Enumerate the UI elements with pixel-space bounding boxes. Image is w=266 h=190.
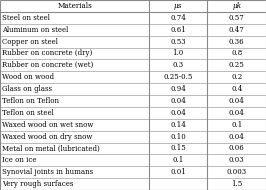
Text: Steel on steel: Steel on steel <box>2 14 50 22</box>
Text: 0.57: 0.57 <box>229 14 245 22</box>
Text: 1.5: 1.5 <box>231 180 242 188</box>
Text: Glass on glass: Glass on glass <box>2 85 52 93</box>
Text: 0.74: 0.74 <box>170 14 186 22</box>
Text: 0.04: 0.04 <box>229 109 245 117</box>
Text: 0.1: 0.1 <box>231 121 242 129</box>
Text: 0.15: 0.15 <box>170 144 186 152</box>
Text: 0.04: 0.04 <box>229 97 245 105</box>
Text: Copper on steel: Copper on steel <box>2 38 58 46</box>
Text: 0.53: 0.53 <box>171 38 186 46</box>
Text: Teflon on steel: Teflon on steel <box>2 109 54 117</box>
Text: 0.94: 0.94 <box>170 85 186 93</box>
Text: 0.3: 0.3 <box>173 61 184 69</box>
Text: 0.04: 0.04 <box>229 133 245 141</box>
Text: 0.25-0.5: 0.25-0.5 <box>164 73 193 81</box>
Text: 1.0: 1.0 <box>173 49 184 57</box>
Text: Metal on metal (lubricated): Metal on metal (lubricated) <box>2 144 100 152</box>
Text: Ice on ice: Ice on ice <box>2 156 37 164</box>
Text: Rubber on concrete (wet): Rubber on concrete (wet) <box>2 61 93 69</box>
Text: Materials: Materials <box>57 2 92 10</box>
Text: 0.1: 0.1 <box>173 156 184 164</box>
Text: Teflon on Teflon: Teflon on Teflon <box>2 97 59 105</box>
Text: 0.01: 0.01 <box>170 168 186 176</box>
Text: 0.03: 0.03 <box>229 156 244 164</box>
Text: Rubber on concrete (dry): Rubber on concrete (dry) <box>2 49 92 57</box>
Text: 0.47: 0.47 <box>229 26 245 34</box>
Text: Aluminum on steel: Aluminum on steel <box>2 26 68 34</box>
Text: 0.8: 0.8 <box>231 49 242 57</box>
Text: 0.06: 0.06 <box>229 144 245 152</box>
Text: 0.25: 0.25 <box>229 61 245 69</box>
Text: 0.04: 0.04 <box>170 97 186 105</box>
Text: Very rough surfaces: Very rough surfaces <box>2 180 73 188</box>
Text: 0.14: 0.14 <box>170 121 186 129</box>
Text: 0.36: 0.36 <box>229 38 244 46</box>
Text: 0.4: 0.4 <box>231 85 242 93</box>
Text: μs: μs <box>174 2 182 10</box>
Text: Waxed wood on wet snow: Waxed wood on wet snow <box>2 121 94 129</box>
Text: 0.04: 0.04 <box>170 109 186 117</box>
Text: 0.61: 0.61 <box>170 26 186 34</box>
Text: Waxed wood on dry snow: Waxed wood on dry snow <box>2 133 93 141</box>
Text: Synovial joints in humans: Synovial joints in humans <box>2 168 93 176</box>
Text: 0.003: 0.003 <box>227 168 247 176</box>
Text: μk: μk <box>232 2 241 10</box>
Text: 0.10: 0.10 <box>170 133 186 141</box>
Text: 0.2: 0.2 <box>231 73 242 81</box>
Text: Wood on wood: Wood on wood <box>2 73 54 81</box>
